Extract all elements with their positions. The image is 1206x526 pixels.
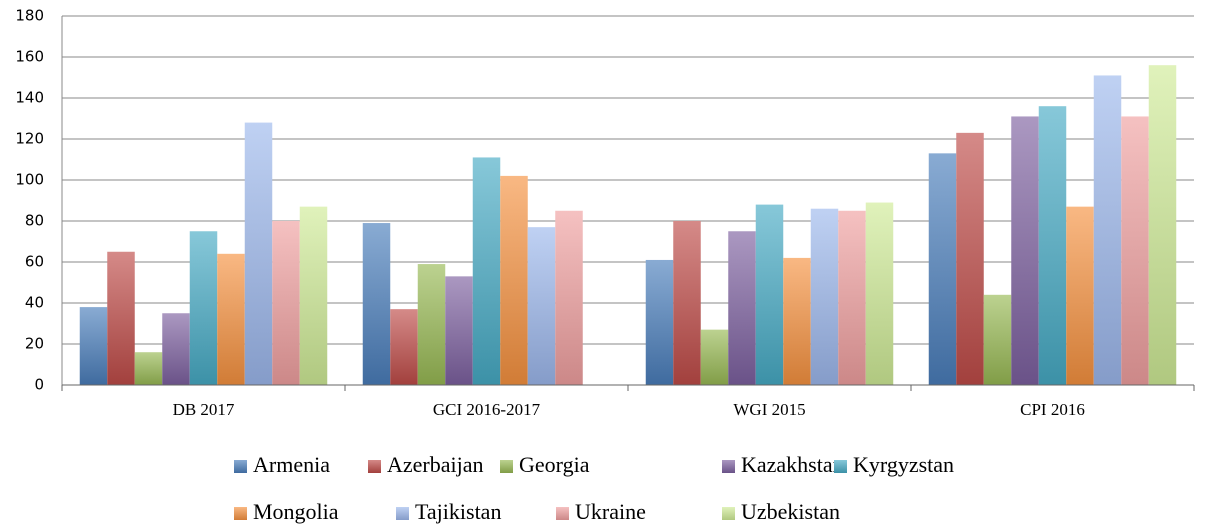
bar xyxy=(700,329,729,385)
bar xyxy=(272,221,300,385)
bar xyxy=(527,227,556,385)
bar xyxy=(500,175,528,385)
bar xyxy=(645,259,674,385)
y-tick-label: 180 xyxy=(15,7,44,25)
y-tick-label: 140 xyxy=(15,89,44,107)
legend-label: Tajikistan xyxy=(415,499,501,524)
bar xyxy=(1038,106,1067,385)
x-tick-label: CPI 2016 xyxy=(1020,400,1085,419)
bar xyxy=(810,208,839,385)
bar xyxy=(1093,75,1122,385)
legend-swatch xyxy=(234,507,247,520)
bar xyxy=(390,309,418,385)
y-tick-label: 0 xyxy=(34,376,44,394)
legend-swatch xyxy=(368,460,381,473)
y-tick-label: 120 xyxy=(15,130,44,148)
legend-swatch xyxy=(556,507,569,520)
bar xyxy=(162,313,190,385)
bar xyxy=(362,223,391,385)
legend-swatch xyxy=(834,460,847,473)
legend-swatch xyxy=(722,460,735,473)
legend-label: Kyrgyzstan xyxy=(853,452,954,477)
bar xyxy=(79,307,108,385)
legend-label: Armenia xyxy=(253,452,330,477)
bar xyxy=(956,132,984,385)
y-tick-label: 160 xyxy=(15,48,44,66)
bar xyxy=(983,294,1012,385)
legend-swatch xyxy=(500,460,513,473)
bar xyxy=(189,231,218,385)
bar xyxy=(217,253,245,385)
legend-swatch xyxy=(722,507,735,520)
legend-swatch xyxy=(234,460,247,473)
bar xyxy=(445,276,473,385)
bar xyxy=(755,204,784,385)
bar xyxy=(1066,206,1094,385)
y-tick-label: 80 xyxy=(25,212,44,230)
bar xyxy=(134,352,163,385)
legend-label: Azerbaijan xyxy=(387,452,484,477)
x-tick-label: DB 2017 xyxy=(173,400,235,419)
bar xyxy=(1011,116,1039,385)
bar xyxy=(107,251,135,385)
legend-label: Uzbekistan xyxy=(741,499,840,524)
bar xyxy=(472,157,501,385)
bar xyxy=(673,221,701,385)
legend-label: Georgia xyxy=(519,452,590,477)
y-tick-label: 100 xyxy=(15,171,44,189)
bar xyxy=(299,206,328,385)
legend-label: Mongolia xyxy=(253,499,339,524)
legend-label: Ukraine xyxy=(575,499,646,524)
bar xyxy=(417,264,446,385)
bar xyxy=(1121,116,1149,385)
y-tick-label: 60 xyxy=(25,253,44,271)
y-tick-label: 20 xyxy=(25,335,44,353)
bar xyxy=(244,122,273,385)
x-tick-label: GCI 2016-2017 xyxy=(433,400,541,419)
bar xyxy=(555,210,583,385)
bar xyxy=(1148,65,1177,385)
y-tick-label: 40 xyxy=(25,294,44,312)
bar xyxy=(783,257,811,385)
bar xyxy=(838,210,866,385)
bar xyxy=(928,153,957,385)
x-tick-label: WGI 2015 xyxy=(733,400,805,419)
legend-swatch xyxy=(396,507,409,520)
bar xyxy=(728,231,756,385)
legend-label: Kazakhstan xyxy=(741,452,844,477)
bar xyxy=(865,202,894,385)
